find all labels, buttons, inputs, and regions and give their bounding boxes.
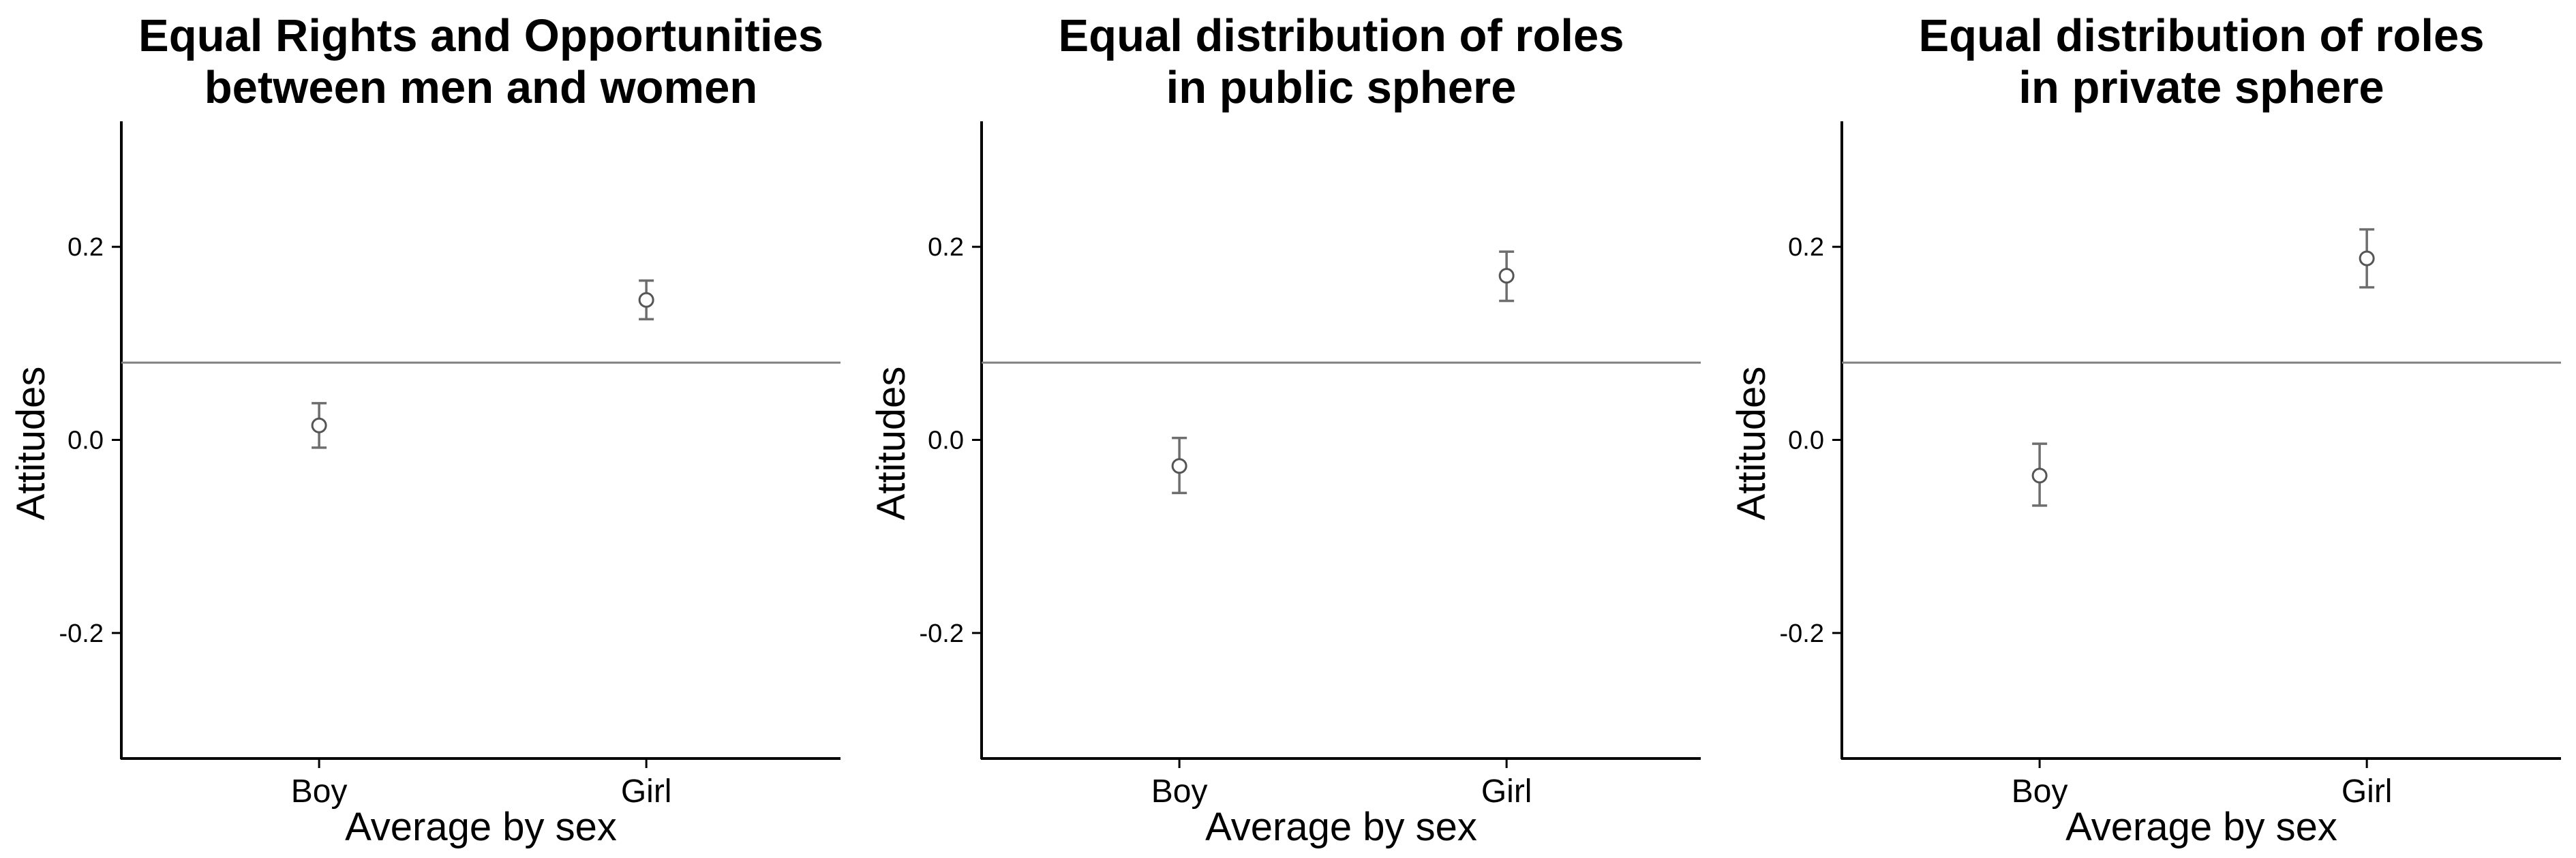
y-tick-label: 0.2: [67, 233, 104, 262]
chart-title-line: in private sphere: [2018, 62, 2384, 113]
y-tick-label: 0.0: [1788, 427, 1824, 455]
data-point: [312, 418, 326, 432]
y-tick-label: 0.0: [67, 427, 104, 455]
y-tick-label: 0.2: [928, 233, 964, 262]
data-point: [1172, 459, 1186, 473]
data-point: [2033, 469, 2046, 482]
chart-title-line: between men and women: [204, 62, 758, 113]
data-point: [2360, 251, 2374, 265]
data-point: [1500, 269, 1513, 283]
y-tick-label: -0.2: [1780, 619, 1824, 648]
chart-title-line: Equal distribution of roles: [1918, 10, 2484, 61]
x-tick-label: Boy: [1151, 773, 1208, 810]
chart-title-line: Equal distribution of roles: [1058, 10, 1624, 61]
x-tick-label: Boy: [2012, 773, 2068, 810]
x-tick-label: Girl: [1481, 773, 1532, 810]
x-axis-label: Average by sex: [345, 805, 617, 849]
x-axis-label: Average by sex: [2065, 805, 2337, 849]
data-point: [639, 293, 653, 307]
y-tick-label: 0.0: [928, 427, 964, 455]
y-axis-label: Attitudes: [9, 367, 53, 521]
chart-title-line: Equal Rights and Opportunities: [138, 10, 823, 61]
y-tick-label: -0.2: [920, 619, 964, 648]
x-tick-label: Girl: [621, 773, 672, 810]
x-tick-label: Boy: [291, 773, 348, 810]
y-axis-label: Attitudes: [1729, 367, 1774, 521]
x-tick-label: Girl: [2342, 773, 2393, 810]
x-axis-label: Average by sex: [1205, 805, 1477, 849]
y-tick-label: 0.2: [1788, 233, 1824, 262]
y-tick-label: -0.2: [59, 619, 104, 648]
y-axis-label: Attitudes: [869, 367, 913, 521]
chart-title-line: in public sphere: [1166, 62, 1517, 113]
